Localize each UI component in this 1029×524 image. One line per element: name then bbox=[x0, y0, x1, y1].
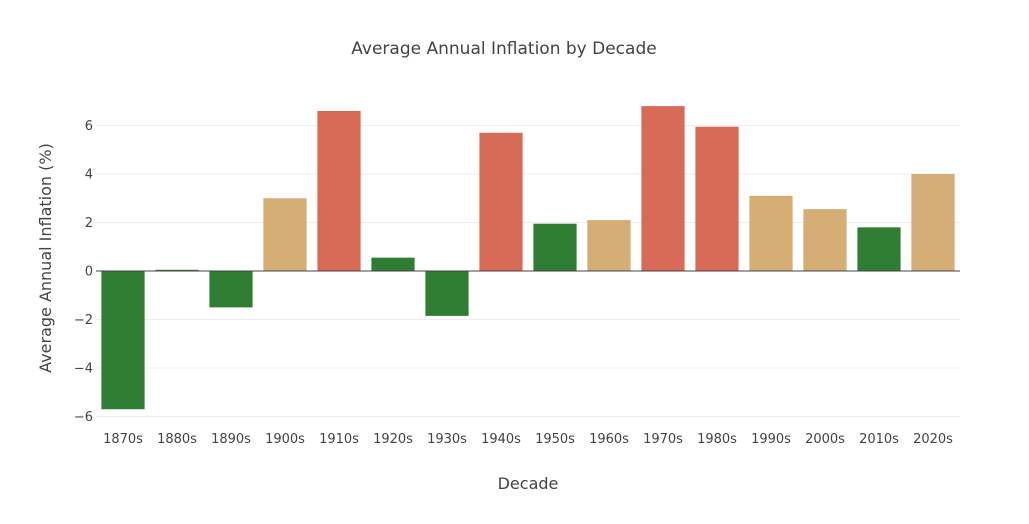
x-tick-label: 1930s bbox=[427, 432, 467, 447]
x-tick-label: 1870s bbox=[103, 432, 143, 447]
y-tick-label: 6 bbox=[85, 119, 93, 134]
x-tick-label: 2010s bbox=[859, 432, 899, 447]
x-tick-label: 1940s bbox=[481, 432, 521, 447]
bar-1880s[interactable] bbox=[155, 269, 199, 271]
y-axis-ticks: −6 −4 −2 0 2 4 6 bbox=[74, 119, 93, 425]
y-tick-label: 2 bbox=[85, 216, 93, 231]
x-tick-label: 1960s bbox=[589, 432, 629, 447]
bar-1930s[interactable] bbox=[425, 271, 469, 316]
bar-2010s[interactable] bbox=[857, 227, 901, 271]
x-tick-label: 1900s bbox=[265, 432, 305, 447]
y-tick-label: −4 bbox=[74, 362, 93, 377]
x-tick-label: 1910s bbox=[319, 432, 359, 447]
gridlines bbox=[96, 125, 960, 417]
x-tick-label: 1890s bbox=[211, 432, 251, 447]
x-tick-label: 2000s bbox=[805, 432, 845, 447]
y-tick-label: −2 bbox=[74, 313, 93, 328]
bars bbox=[101, 106, 955, 410]
bar-1940s[interactable] bbox=[479, 132, 523, 271]
y-tick-label: 4 bbox=[85, 168, 93, 183]
bar-1890s[interactable] bbox=[209, 271, 253, 308]
bar-1910s[interactable] bbox=[317, 110, 361, 271]
y-tick-label: −6 bbox=[74, 410, 93, 425]
bar-1980s[interactable] bbox=[695, 126, 739, 272]
bar-2020s[interactable] bbox=[911, 174, 955, 271]
x-axis-ticks: 1870s 1880s 1890s 1900s 1910s 1920s 1930s 1940s… bbox=[103, 432, 953, 447]
x-tick-label: 1920s bbox=[373, 432, 413, 447]
x-tick-label: 1980s bbox=[697, 432, 737, 447]
x-tick-label: 1990s bbox=[751, 432, 791, 447]
bar-1990s[interactable] bbox=[749, 195, 793, 271]
bar-1950s[interactable] bbox=[533, 223, 577, 271]
chart-title: Average Annual Inflation by Decade bbox=[351, 39, 656, 59]
x-axis-title: Decade bbox=[498, 474, 559, 493]
x-tick-label: 1970s bbox=[643, 432, 683, 447]
bar-1870s[interactable] bbox=[101, 271, 145, 410]
x-tick-label: 1880s bbox=[157, 432, 197, 447]
bar-1970s[interactable] bbox=[641, 106, 685, 271]
x-tick-label: 1950s bbox=[535, 432, 575, 447]
y-axis-title: Average Annual Inflation (%) bbox=[36, 143, 55, 373]
bar-1900s[interactable] bbox=[263, 198, 307, 271]
y-tick-label: 0 bbox=[85, 265, 93, 280]
bar-1920s[interactable] bbox=[371, 257, 415, 271]
bar-2000s[interactable] bbox=[803, 209, 847, 271]
x-tick-label: 2020s bbox=[913, 432, 953, 447]
bar-1960s[interactable] bbox=[587, 220, 631, 271]
